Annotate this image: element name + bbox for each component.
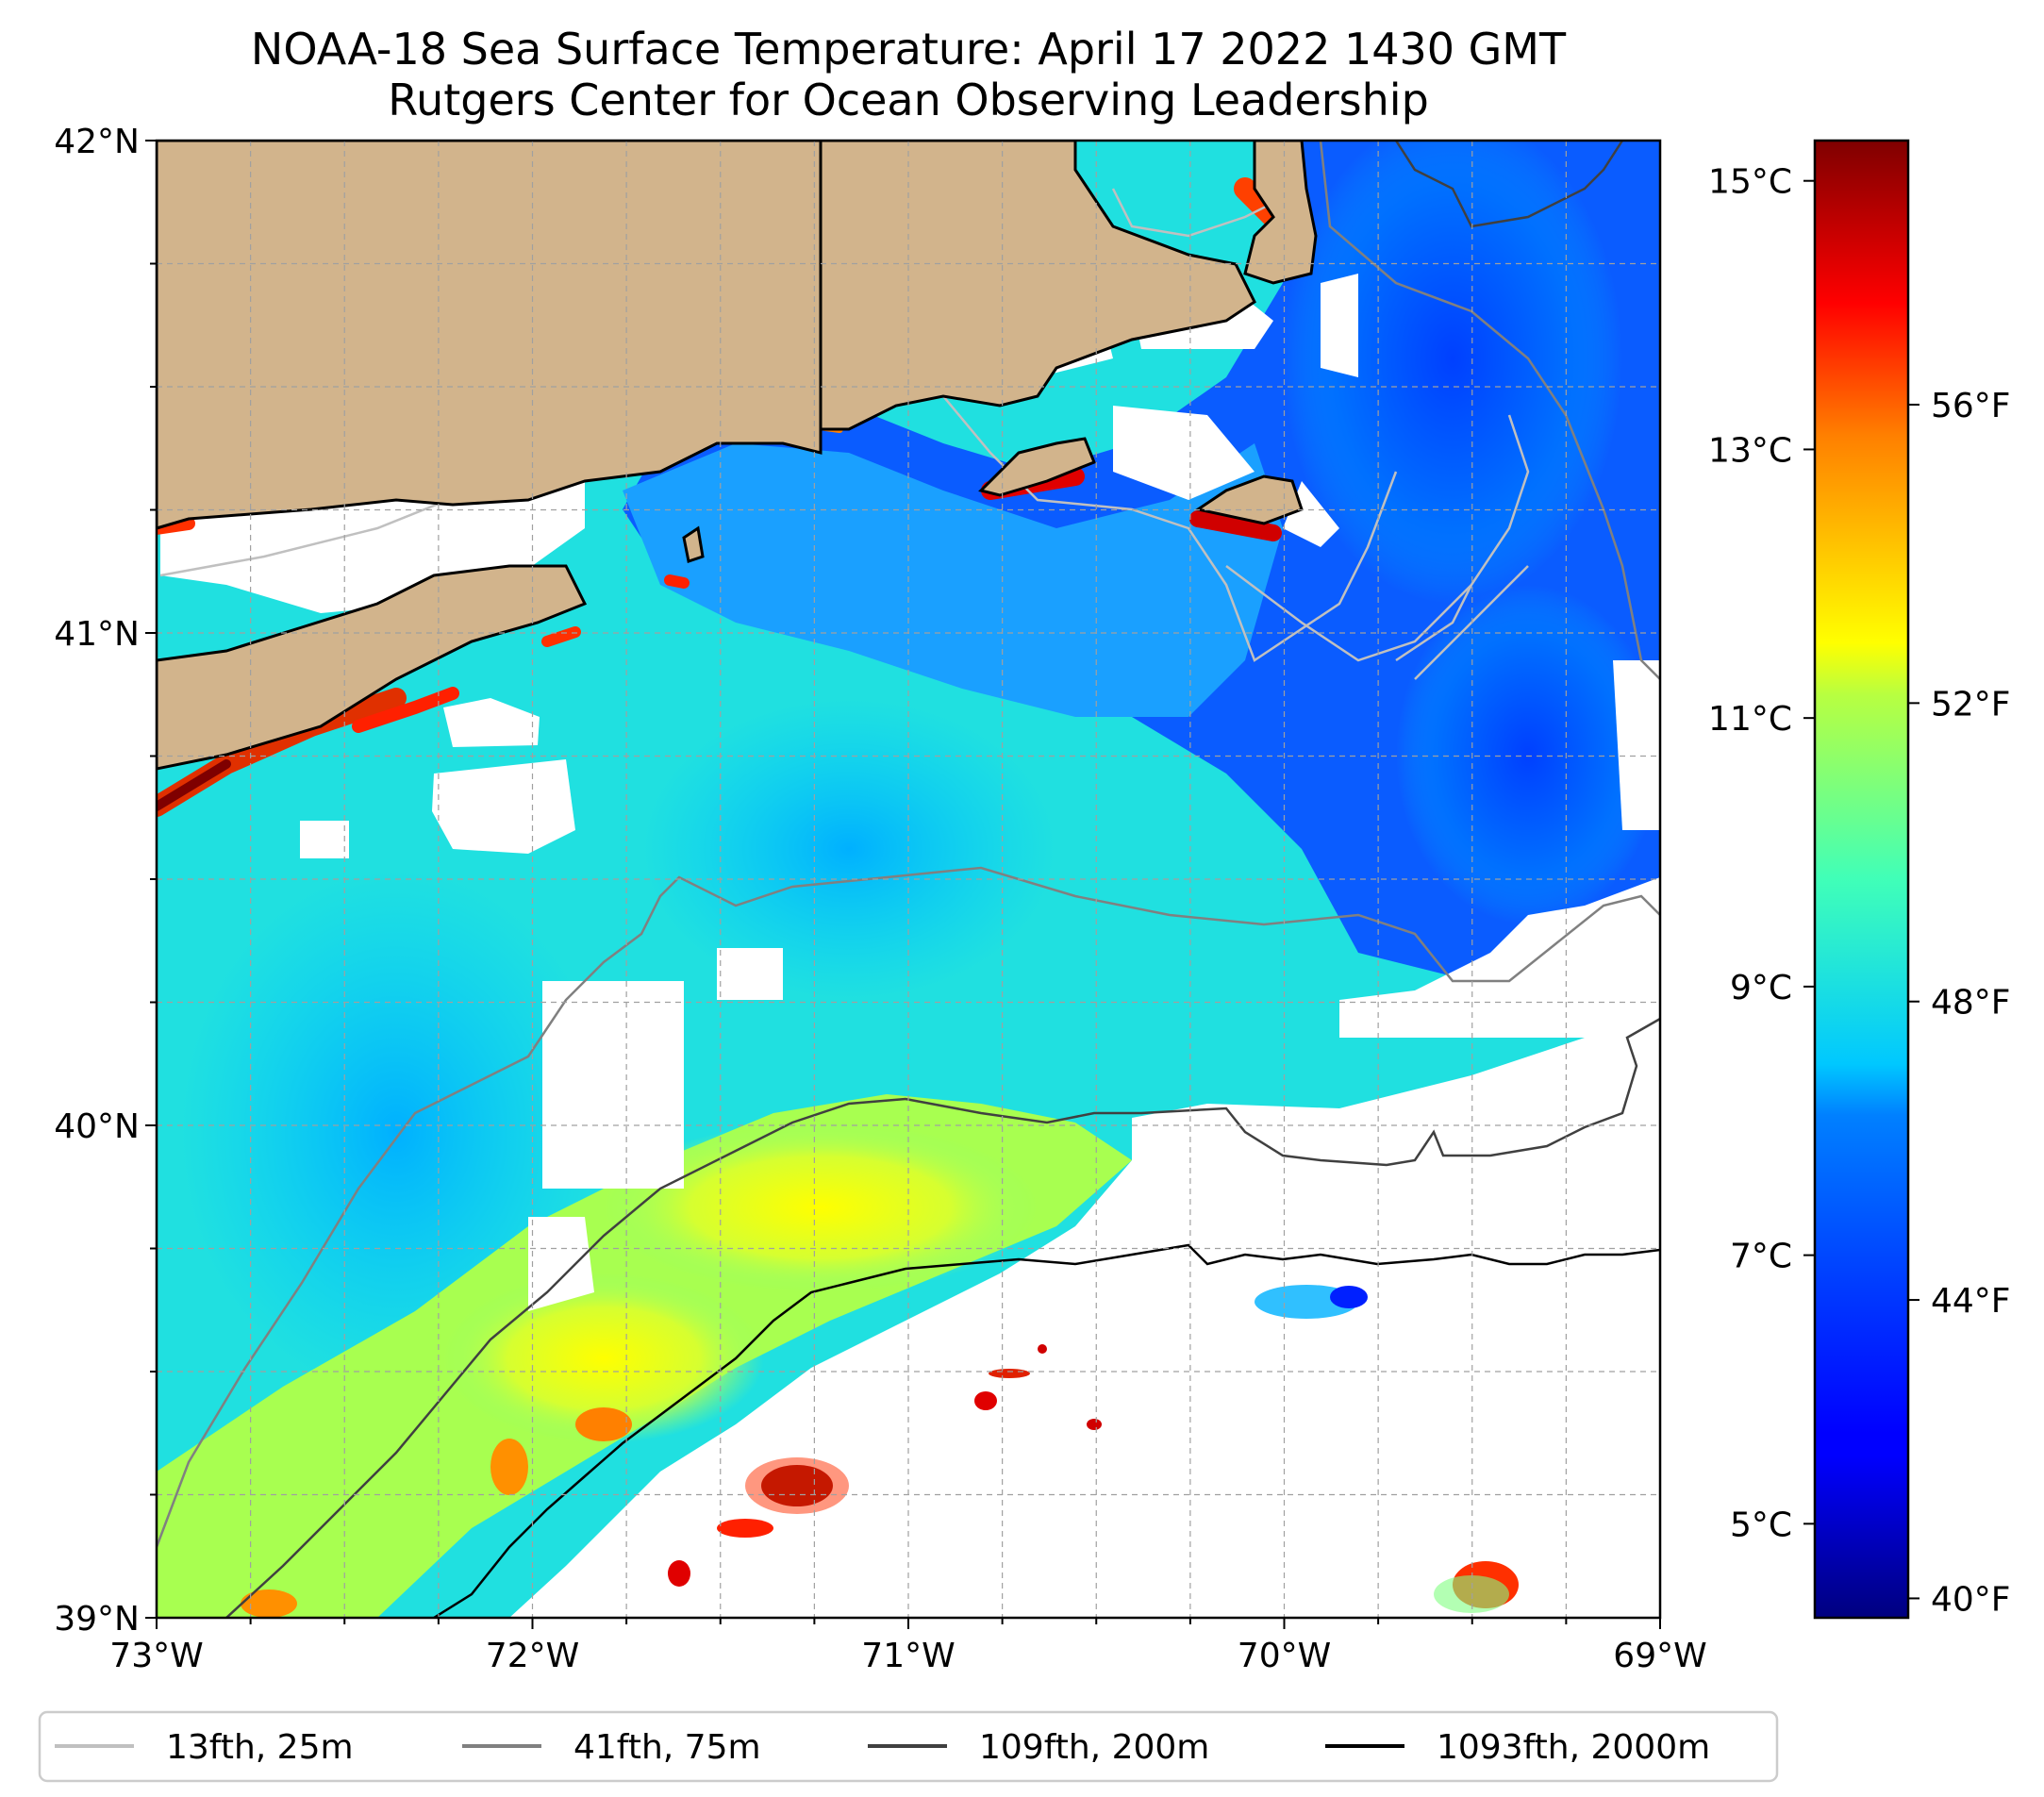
sst-cold-patch [1283,141,1622,604]
legend-label: 13fth, 25m [166,1728,354,1767]
land-cape-cod [1243,141,1318,285]
lat-tick-label: 40°N [54,1107,140,1146]
land-southeast-mass [819,141,1256,431]
cb-fahrenheit-label: 48°F [1931,984,2011,1023]
lon-tick-label: 69°W [1613,1637,1706,1675]
lat-tick-label: 39°N [54,1600,140,1639]
land-nantucket [1194,474,1304,525]
map-gridlines [157,141,1660,1618]
legend-label: 109fth, 200m [979,1728,1209,1767]
bathymetry-legend: 13fth, 25m 41fth, 75m 109fth, 200m 1093fth,… [38,1710,1779,1783]
lon-tick-label: 72°W [486,1637,579,1675]
title-line-1: NOAA-18 Sea Surface Temperature: April 1… [251,24,1567,75]
sst-hot-spots [241,1285,1519,1618]
cb-celsius-label: 7°C [1730,1238,1792,1276]
colorbar: 15°C 13°C 11°C 9°C 7°C 5°C 56°F 52°F 48°F 44°F 40… [1708,139,2011,1620]
cb-celsius-label: 11°C [1708,700,1792,739]
lat-tick-label: 42°N [54,123,140,161]
longitude-axis: 73°W 72°W 71°W 70°W 69°W [109,1618,1707,1675]
lon-tick-label: 70°W [1238,1637,1331,1675]
bathymetry-2000m [433,1243,1660,1618]
lat-tick-label: 41°N [54,615,140,654]
legend-label: 41fth, 75m [573,1728,761,1767]
sst-warm-patch [604,1123,1038,1292]
cb-celsius-label: 13°C [1708,431,1792,470]
land-long-island [157,564,588,771]
cb-fahrenheit-label: 52°F [1931,685,2011,724]
cb-celsius-label: 5°C [1730,1506,1792,1544]
legend-label: 1093fth, 2000m [1437,1728,1710,1767]
sst-mid-region [623,443,1283,717]
cb-fahrenheit-label: 40°F [1931,1580,2011,1619]
bathymetry-200m [225,141,1660,1618]
latitude-axis: 42°N 41°N 40°N 39°N [54,123,157,1639]
land-block-island [682,525,705,563]
land-connecticut-rhode-island-mass [157,141,823,530]
sst-warm-patch [443,1273,764,1443]
cb-fahrenheit-label: 56°F [1931,387,2011,425]
lon-tick-label: 71°W [861,1637,955,1675]
cb-celsius-label: 15°C [1708,163,1792,202]
lon-tick-label: 73°W [109,1637,203,1675]
sst-cold-patch [1396,585,1660,924]
title-line-2: Rutgers Center for Ocean Observing Leade… [388,75,1429,125]
cb-celsius-label: 9°C [1730,969,1792,1007]
colorbar-celsius-axis: 15°C 13°C 11°C 9°C 7°C 5°C [1708,163,1815,1544]
colorbar-fahrenheit-axis: 56°F 52°F 48°F 44°F 40°F [1908,387,2011,1619]
cb-fahrenheit-label: 44°F [1931,1282,2011,1321]
land-masses [157,141,1318,771]
colorbar-gradient [1813,139,1910,1620]
sst-mid-patch [641,698,1056,1000]
land-marthas-vineyard [978,437,1096,497]
